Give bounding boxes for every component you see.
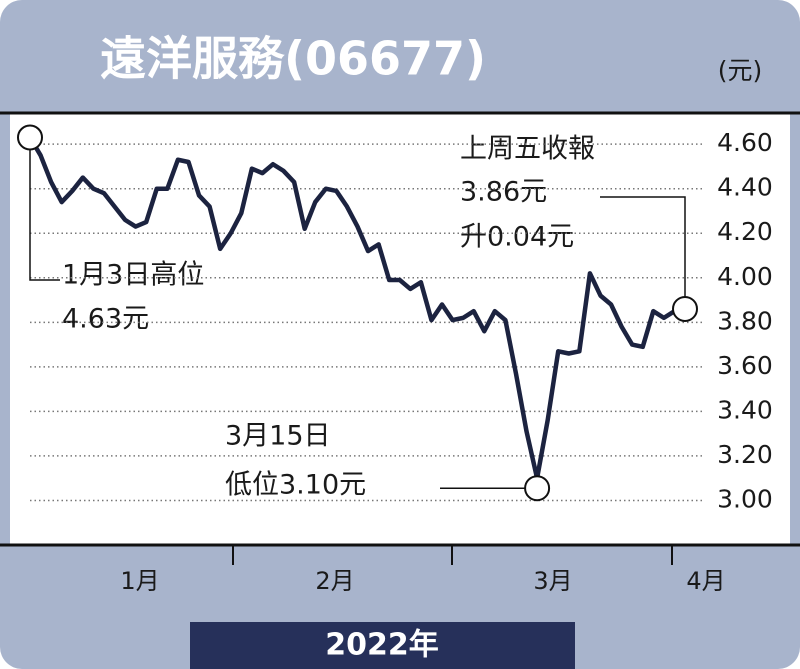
month-label: 4月	[686, 567, 725, 595]
y-tick-label: 3.80	[717, 306, 773, 335]
month-label: 1月	[120, 567, 159, 595]
annotation: 3.86元	[460, 177, 547, 208]
footer-label: 2022年	[325, 628, 439, 663]
annotation: 升0.04元	[460, 222, 574, 253]
point-marker	[524, 475, 551, 502]
annotation: 3月15日	[225, 421, 331, 452]
plot-area	[10, 113, 790, 545]
footer-box	[190, 622, 575, 669]
unit-label: (元)	[718, 56, 763, 85]
point-marker	[672, 295, 698, 322]
leader-line	[600, 196, 686, 309]
y-tick-label: 3.00	[717, 484, 773, 513]
y-tick-label: 4.60	[717, 128, 773, 157]
annotation: 1月3日高位	[62, 260, 204, 291]
y-tick-label: 3.40	[717, 395, 773, 424]
month-label: 2月	[315, 567, 354, 595]
y-tick-label: 4.00	[717, 262, 773, 291]
leader-line	[29, 137, 60, 281]
y-tick-label: 3.60	[717, 351, 773, 380]
chart-title: 遠洋服務(06677)	[100, 32, 486, 86]
annotation: 低位3.10元	[225, 470, 366, 501]
annotation: 上周五收報	[460, 134, 595, 165]
price-line	[28, 136, 686, 481]
y-tick-label: 3.20	[717, 440, 773, 469]
annotation: 4.63元	[62, 304, 149, 335]
point-marker	[17, 124, 43, 151]
month-label: 3月	[533, 567, 572, 595]
y-tick-label: 4.20	[717, 217, 773, 246]
y-tick-label: 4.40	[717, 173, 773, 202]
